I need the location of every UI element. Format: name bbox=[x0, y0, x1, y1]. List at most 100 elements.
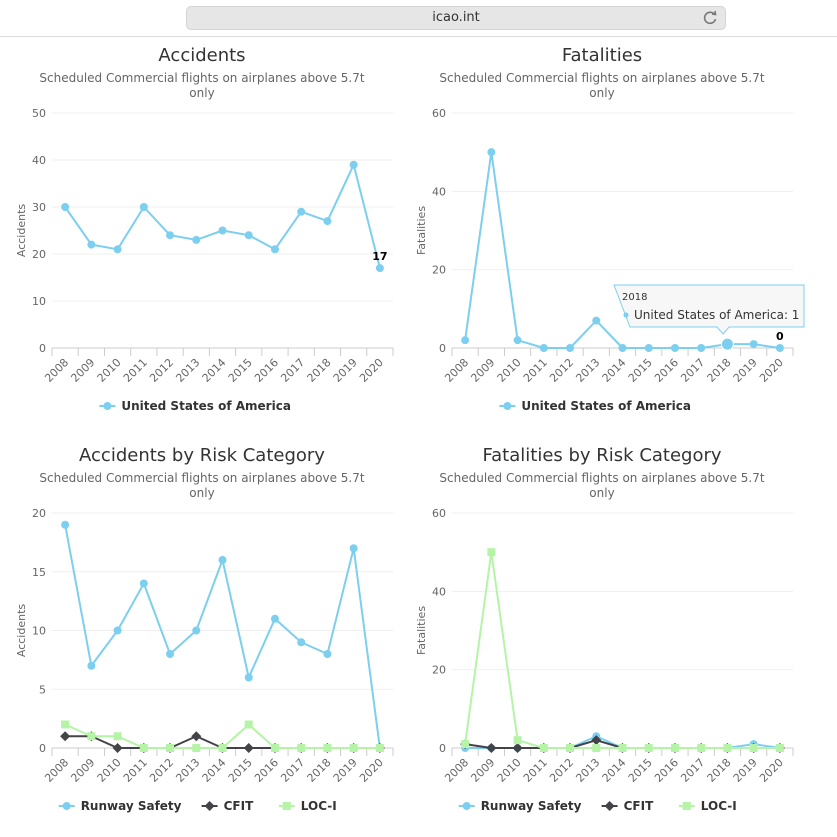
data-point[interactable] bbox=[323, 650, 332, 658]
y-tick-label: 5 bbox=[39, 683, 46, 696]
x-tick-label: 2014 bbox=[200, 356, 229, 385]
legend-marker-icon bbox=[282, 802, 291, 810]
legend-item[interactable]: LOC-I bbox=[278, 799, 337, 813]
data-point[interactable] bbox=[323, 744, 332, 752]
data-point[interactable] bbox=[244, 720, 253, 729]
x-tick-label: 2019 bbox=[731, 356, 760, 385]
legend-marker-icon bbox=[62, 802, 71, 810]
series-line bbox=[64, 163, 381, 269]
data-point[interactable] bbox=[461, 336, 470, 345]
data-point[interactable] bbox=[723, 744, 732, 752]
data-point[interactable] bbox=[192, 626, 201, 635]
y-tick-label: 0 bbox=[439, 742, 446, 755]
data-point[interactable] bbox=[244, 673, 253, 682]
data-point[interactable] bbox=[218, 556, 227, 564]
data-point[interactable] bbox=[166, 744, 175, 752]
y-tick-label: 30 bbox=[32, 201, 46, 214]
x-tick-label: 2008 bbox=[42, 356, 71, 385]
data-point[interactable] bbox=[618, 744, 627, 752]
data-point[interactable] bbox=[112, 743, 123, 753]
legend-item[interactable]: United States of America bbox=[99, 399, 291, 413]
data-point[interactable] bbox=[487, 548, 496, 557]
data-point[interactable] bbox=[270, 614, 279, 623]
data-point[interactable] bbox=[670, 344, 679, 352]
data-point[interactable] bbox=[297, 638, 306, 647]
data-point[interactable] bbox=[592, 744, 601, 752]
data-point[interactable] bbox=[697, 344, 706, 352]
y-tick-label: 60 bbox=[432, 107, 446, 120]
data-point[interactable] bbox=[191, 731, 202, 742]
x-tick-label: 2012 bbox=[147, 356, 176, 385]
data-point[interactable] bbox=[218, 226, 227, 235]
data-point[interactable] bbox=[113, 732, 122, 741]
legend: Runway Safety CFIT LOC-I bbox=[58, 799, 337, 813]
data-point[interactable] bbox=[749, 744, 758, 752]
data-point[interactable] bbox=[61, 203, 70, 211]
data-point[interactable] bbox=[566, 744, 575, 752]
hover-point[interactable] bbox=[720, 337, 734, 351]
data-point[interactable] bbox=[270, 245, 279, 254]
legend-item[interactable]: CFIT bbox=[601, 799, 654, 813]
data-point[interactable] bbox=[697, 744, 706, 752]
data-point[interactable] bbox=[375, 264, 384, 273]
data-point[interactable] bbox=[644, 744, 653, 752]
data-point[interactable] bbox=[139, 744, 148, 752]
data-point[interactable] bbox=[61, 720, 70, 729]
x-tick-label: 2010 bbox=[495, 356, 524, 385]
legend-item[interactable]: Runway Safety bbox=[458, 799, 582, 813]
data-point[interactable] bbox=[192, 235, 201, 244]
data-point[interactable] bbox=[87, 240, 96, 249]
legend-item[interactable]: United States of America bbox=[499, 399, 691, 413]
data-point[interactable] bbox=[323, 217, 332, 226]
data-point[interactable] bbox=[775, 344, 784, 352]
data-point[interactable] bbox=[375, 744, 384, 752]
data-point[interactable] bbox=[618, 344, 627, 352]
chart-svg: Accidents Scheduled Commercial flights on… bbox=[15, 45, 394, 413]
data-point[interactable] bbox=[244, 231, 253, 240]
data-point[interactable] bbox=[512, 743, 523, 753]
legend-item[interactable]: Runway Safety bbox=[58, 799, 182, 813]
data-point[interactable] bbox=[60, 731, 71, 742]
data-point[interactable] bbox=[775, 744, 784, 752]
data-point[interactable] bbox=[486, 743, 497, 753]
x-tick-label: 2015 bbox=[226, 756, 255, 785]
data-point[interactable] bbox=[243, 743, 254, 753]
data-point[interactable] bbox=[87, 661, 96, 670]
data-point[interactable] bbox=[192, 744, 201, 752]
data-point[interactable] bbox=[670, 744, 679, 752]
data-point[interactable] bbox=[566, 344, 575, 352]
data-point[interactable] bbox=[487, 148, 496, 157]
data-point[interactable] bbox=[166, 650, 175, 658]
address-bar[interactable]: icao.int bbox=[186, 6, 726, 30]
legend-item[interactable]: CFIT bbox=[201, 799, 254, 813]
chart-title: Fatalities bbox=[562, 45, 642, 66]
data-point[interactable] bbox=[113, 245, 122, 254]
data-point[interactable] bbox=[749, 340, 758, 349]
x-tick-label: 2020 bbox=[357, 356, 386, 385]
data-point[interactable] bbox=[461, 740, 470, 749]
data-point[interactable] bbox=[644, 344, 653, 352]
data-point[interactable] bbox=[349, 544, 358, 553]
data-point[interactable] bbox=[513, 736, 522, 745]
data-point[interactable] bbox=[113, 626, 122, 635]
data-point[interactable] bbox=[349, 744, 358, 752]
data-point[interactable] bbox=[139, 203, 148, 211]
data-point[interactable] bbox=[592, 316, 601, 325]
data-point[interactable] bbox=[297, 744, 306, 752]
data-point[interactable] bbox=[218, 744, 227, 752]
x-tick-label: 2012 bbox=[547, 356, 576, 385]
reload-icon[interactable] bbox=[701, 8, 719, 28]
data-point[interactable] bbox=[139, 579, 148, 588]
data-point[interactable] bbox=[270, 744, 279, 752]
tooltip: 2018 United States of America: 1 bbox=[613, 284, 805, 335]
data-point[interactable] bbox=[513, 336, 522, 345]
data-point[interactable] bbox=[349, 160, 358, 169]
data-point[interactable] bbox=[166, 231, 175, 240]
data-point[interactable] bbox=[87, 732, 96, 741]
data-point[interactable] bbox=[539, 344, 548, 352]
data-point[interactable] bbox=[591, 735, 602, 746]
data-point[interactable] bbox=[297, 207, 306, 216]
data-point[interactable] bbox=[61, 520, 70, 529]
legend-item[interactable]: LOC-I bbox=[678, 799, 737, 813]
data-point[interactable] bbox=[539, 744, 548, 752]
